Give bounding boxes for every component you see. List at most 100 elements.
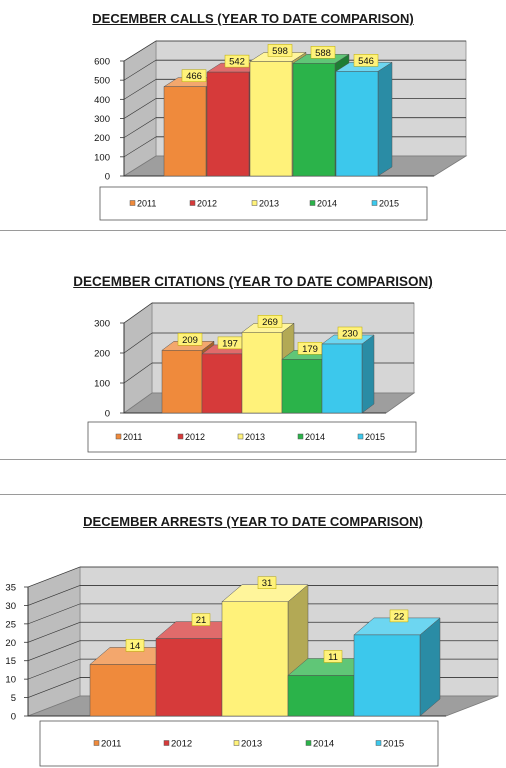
bar [353, 617, 441, 717]
legend-swatch [371, 200, 378, 206]
gridline [123, 332, 153, 354]
data-label: 197 [222, 338, 238, 349]
bar-front [163, 86, 207, 177]
legend-label: 2012 [197, 199, 217, 209]
data-label-box [257, 315, 283, 328]
gridline [123, 79, 157, 100]
data-label-box [257, 576, 277, 589]
legend-swatch [189, 200, 196, 206]
data-label: 546 [358, 56, 374, 67]
legend-label: 2011 [101, 739, 121, 750]
data-label: 11 [328, 652, 338, 663]
bar-front [221, 601, 289, 717]
data-label: 22 [394, 611, 405, 622]
legend-swatch [309, 200, 316, 206]
legend-label: 2015 [379, 199, 399, 209]
y-tick-label: 25 [5, 619, 16, 630]
bar-front [155, 638, 223, 717]
data-label-box [353, 54, 379, 67]
legend-swatch [115, 433, 122, 440]
legend-label: 2013 [241, 739, 262, 750]
data-label-box [337, 326, 363, 340]
data-label: 179 [302, 344, 318, 355]
bar-front [353, 634, 421, 717]
legend-swatch [297, 433, 304, 440]
gridline [123, 136, 157, 158]
bar [321, 334, 375, 414]
data-label-box [323, 650, 343, 663]
gridline [123, 98, 157, 119]
divider [0, 494, 506, 495]
legend-label: 2011 [123, 432, 142, 442]
legend-swatch [163, 740, 170, 746]
bar-front [241, 332, 283, 414]
data-label-box [125, 639, 145, 652]
bar-front [89, 664, 157, 717]
chart-title: DECEMBER CITATIONS (YEAR TO DATE COMPARI… [73, 274, 433, 289]
bar-front [321, 343, 363, 414]
gridline [123, 59, 157, 81]
chart-title: DECEMBER CALLS (YEAR TO DATE COMPARISON) [92, 11, 414, 26]
data-label: 542 [229, 57, 245, 68]
citations-chart: DECEMBER CITATIONS (YEAR TO DATE COMPARI… [0, 262, 506, 462]
y-tick-label: 15 [5, 656, 16, 667]
bar-front [335, 71, 379, 177]
y-tick-label: 300 [94, 114, 110, 125]
side-wall [27, 566, 81, 717]
y-tick-label: 35 [5, 583, 16, 594]
legend-label: 2012 [171, 739, 192, 750]
bar-front [292, 63, 336, 177]
calls-chart-svg: 0 100 200 300 400 500 600 466 542 598 588 546 2011 20… [94, 40, 468, 221]
bar-front [206, 71, 250, 177]
legend-label: 2011 [137, 199, 156, 209]
y-tick-label: 100 [94, 152, 110, 163]
legend-swatch [251, 200, 258, 206]
calls-chart: DECEMBER CALLS (YEAR TO DATE COMPARISON)… [0, 0, 506, 230]
data-label-box [389, 609, 409, 623]
legend-label: 2013 [259, 199, 279, 209]
data-label: 209 [182, 335, 198, 346]
bar-side [361, 334, 375, 414]
y-tick-label: 400 [94, 95, 110, 106]
data-label: 466 [186, 71, 202, 82]
legend-swatch [237, 433, 244, 440]
arrests-chart: DECEMBER ARRESTS (YEAR TO DATE COMPARISO… [0, 500, 506, 768]
data-label: 31 [262, 578, 273, 589]
data-label-box [267, 44, 293, 57]
legend-label: 2015 [365, 432, 385, 442]
gridline [27, 622, 81, 643]
y-tick-label: 30 [5, 601, 16, 612]
citations-chart-svg: 0 100 200 300 209 197 269 179 230 2011 2012 2013 201… [87, 302, 417, 453]
data-label-box [191, 613, 211, 626]
y-tick-label: 20 [5, 638, 16, 649]
data-label: 598 [272, 46, 288, 57]
legend-label: 2014 [313, 739, 334, 750]
gridline [27, 603, 81, 625]
y-tick-label: 0 [11, 712, 16, 723]
data-label-box [310, 46, 336, 59]
legend-label: 2014 [317, 199, 337, 209]
data-label-box [177, 333, 203, 346]
gridline [27, 677, 81, 698]
gridline [123, 40, 157, 62]
legend-swatch [93, 740, 100, 746]
legend-swatch [233, 740, 240, 746]
legend-label: 2015 [383, 739, 404, 750]
legend-swatch [305, 740, 312, 746]
divider [0, 230, 506, 231]
arrests-chart-svg: 0 5 10 15 20 25 30 35 14 21 31 11 22 2011 2012 2013 2014… [5, 566, 499, 767]
gridline [27, 658, 81, 680]
bar-front [161, 350, 203, 414]
bar-side [377, 61, 393, 177]
gridline [27, 585, 81, 606]
bar-front [281, 359, 323, 414]
bar-front [287, 675, 355, 717]
y-tick-label: 100 [94, 379, 110, 390]
legend-label: 2014 [305, 432, 325, 442]
data-label: 230 [342, 329, 358, 340]
legend-swatch [177, 433, 184, 440]
legend-label: 2013 [245, 432, 265, 442]
y-tick-label: 500 [94, 76, 110, 87]
y-tick-label: 600 [94, 57, 110, 68]
data-label: 14 [130, 641, 141, 652]
